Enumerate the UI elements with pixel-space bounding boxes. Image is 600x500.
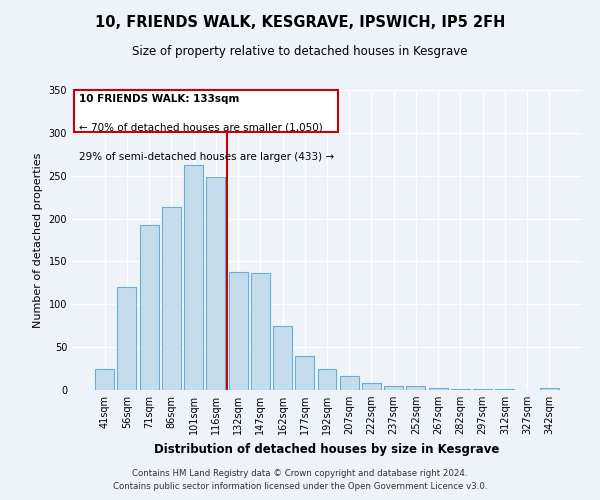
Text: Size of property relative to detached houses in Kesgrave: Size of property relative to detached ho… — [132, 45, 468, 58]
Bar — [206, 178, 225, 390]
Text: Contains HM Land Registry data © Crown copyright and database right 2024.: Contains HM Land Registry data © Crown c… — [132, 468, 468, 477]
Bar — [295, 356, 314, 390]
Bar — [273, 326, 292, 390]
Bar — [362, 383, 381, 390]
Bar — [340, 376, 359, 390]
Bar — [406, 386, 425, 390]
Bar — [229, 272, 248, 390]
Text: 10 FRIENDS WALK: 133sqm
← 70% of detached houses are smaller (1,050)
29% of semi: 10 FRIENDS WALK: 133sqm ← 70% of detache… — [79, 94, 334, 128]
X-axis label: Distribution of detached houses by size in Kesgrave: Distribution of detached houses by size … — [154, 442, 500, 456]
Bar — [496, 389, 514, 390]
Bar — [540, 388, 559, 390]
Text: 10, FRIENDS WALK, KESGRAVE, IPSWICH, IP5 2FH: 10, FRIENDS WALK, KESGRAVE, IPSWICH, IP5… — [95, 15, 505, 30]
Text: ← 70% of detached houses are smaller (1,050): ← 70% of detached houses are smaller (1,… — [79, 123, 322, 133]
Bar — [184, 166, 203, 390]
Bar — [118, 287, 136, 390]
Text: Contains public sector information licensed under the Open Government Licence v3: Contains public sector information licen… — [113, 482, 487, 491]
Bar — [384, 386, 403, 390]
Bar — [251, 274, 270, 390]
Bar — [429, 388, 448, 390]
Bar — [473, 389, 492, 390]
Bar — [140, 226, 158, 390]
Bar — [162, 206, 181, 390]
Y-axis label: Number of detached properties: Number of detached properties — [33, 152, 43, 328]
Text: 10 FRIENDS WALK: 133sqm: 10 FRIENDS WALK: 133sqm — [79, 94, 239, 104]
Bar — [95, 368, 114, 390]
Text: 29% of semi-detached houses are larger (433) →: 29% of semi-detached houses are larger (… — [79, 152, 334, 162]
Bar — [451, 389, 470, 390]
Bar — [317, 368, 337, 390]
